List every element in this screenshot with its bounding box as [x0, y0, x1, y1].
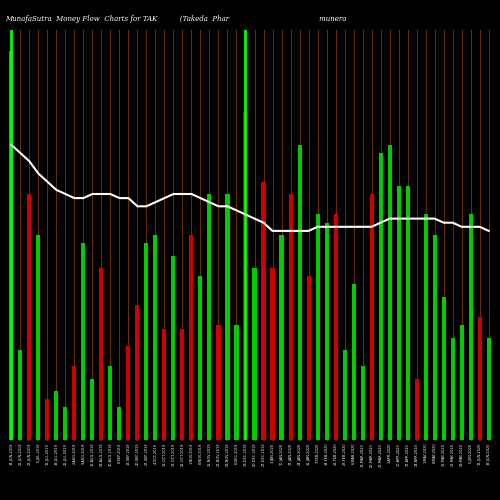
Bar: [298, 145, 302, 440]
Bar: [82, 243, 86, 440]
Bar: [288, 194, 292, 440]
Bar: [54, 391, 58, 440]
Bar: [162, 330, 166, 440]
Bar: [334, 214, 338, 440]
Bar: [10, 50, 14, 440]
Bar: [478, 317, 482, 440]
Bar: [64, 407, 68, 440]
Bar: [378, 153, 382, 440]
Bar: [424, 214, 428, 440]
Bar: [352, 284, 356, 440]
Bar: [144, 243, 148, 440]
Bar: [36, 235, 40, 440]
Bar: [118, 407, 122, 440]
Bar: [252, 268, 256, 440]
Bar: [208, 194, 212, 440]
Bar: [100, 268, 103, 440]
Bar: [226, 194, 230, 440]
Bar: [172, 256, 175, 440]
Bar: [46, 399, 50, 440]
Bar: [342, 350, 346, 440]
Bar: [324, 222, 328, 440]
Bar: [18, 350, 22, 440]
Bar: [406, 186, 409, 440]
Bar: [136, 304, 140, 440]
Bar: [28, 194, 32, 440]
Bar: [450, 338, 454, 440]
Bar: [460, 325, 464, 440]
Bar: [414, 378, 418, 440]
Bar: [154, 235, 158, 440]
Bar: [72, 366, 76, 440]
Bar: [90, 378, 94, 440]
Text: MunafaSutra  Money Flow  Charts for TAK          (Takeda  Phar                  : MunafaSutra Money Flow Charts for TAK (T…: [5, 15, 346, 23]
Bar: [306, 276, 310, 440]
Bar: [216, 325, 220, 440]
Bar: [388, 145, 392, 440]
Bar: [396, 186, 400, 440]
Bar: [180, 330, 184, 440]
Bar: [370, 194, 374, 440]
Bar: [198, 276, 202, 440]
Bar: [108, 366, 112, 440]
Bar: [316, 214, 320, 440]
Bar: [432, 235, 436, 440]
Bar: [234, 325, 238, 440]
Bar: [244, 112, 248, 440]
Bar: [270, 268, 274, 440]
Bar: [280, 235, 283, 440]
Bar: [468, 214, 472, 440]
Bar: [262, 182, 266, 440]
Bar: [126, 346, 130, 440]
Bar: [486, 338, 490, 440]
Bar: [360, 366, 364, 440]
Bar: [442, 296, 446, 440]
Bar: [190, 235, 194, 440]
